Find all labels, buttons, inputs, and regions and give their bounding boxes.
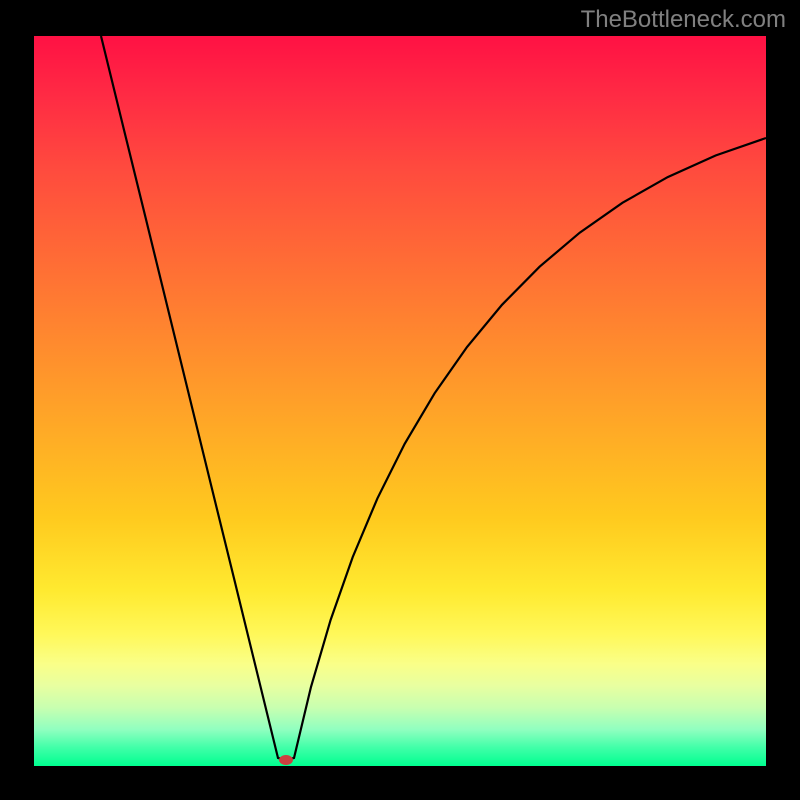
frame-left: [0, 0, 34, 800]
plot-area: [34, 36, 766, 766]
frame-right: [766, 0, 800, 800]
min-marker: [279, 755, 293, 765]
frame-bottom: [0, 766, 800, 800]
watermark-text: TheBottleneck.com: [581, 6, 786, 34]
bottleneck-curve: [101, 36, 766, 760]
curve-svg: [34, 36, 766, 766]
